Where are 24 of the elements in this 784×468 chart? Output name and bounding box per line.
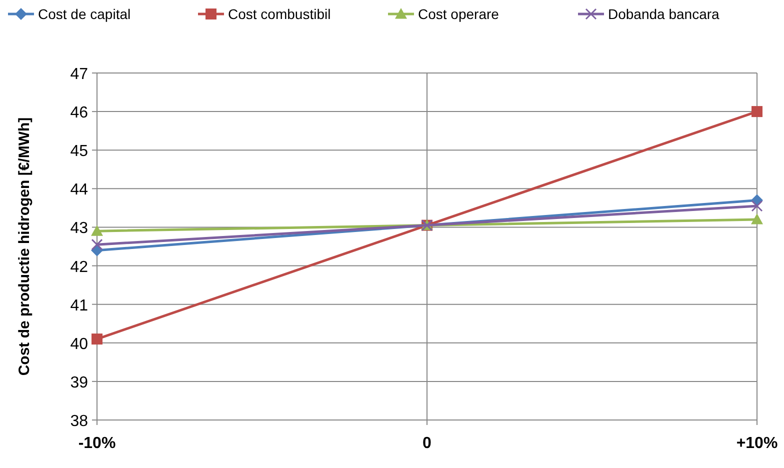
y-tick-label: 42 [70, 258, 88, 276]
x-tick-label: +10% [736, 435, 778, 452]
y-tick-label: 39 [70, 374, 88, 392]
y-tick-label: 43 [70, 220, 88, 238]
y-tick-label: 47 [70, 66, 88, 83]
legend-label: Cost operare [418, 6, 500, 22]
point [92, 334, 102, 345]
point [751, 200, 763, 212]
point [91, 225, 103, 236]
x-tick-label: -10% [78, 435, 116, 452]
y-tick-label: 45 [70, 143, 88, 160]
y-tick-label: 38 [70, 413, 88, 430]
point [751, 214, 763, 224]
y-tick-label: 46 [70, 104, 88, 122]
y-tick-label: 44 [70, 182, 88, 199]
legend-label: Cost de capital [38, 6, 131, 22]
point [91, 238, 103, 250]
legend-label: Cost combustibil [228, 6, 331, 22]
y-axis-title: Cost de productie hidrogen [€/MWh] [16, 117, 33, 376]
y-tick-label: 41 [70, 297, 88, 314]
y-tick-label: 40 [70, 336, 88, 353]
x-tick-label: 0 [422, 435, 432, 452]
legend-label: Dobanda bancara [608, 6, 720, 22]
point [752, 106, 762, 118]
